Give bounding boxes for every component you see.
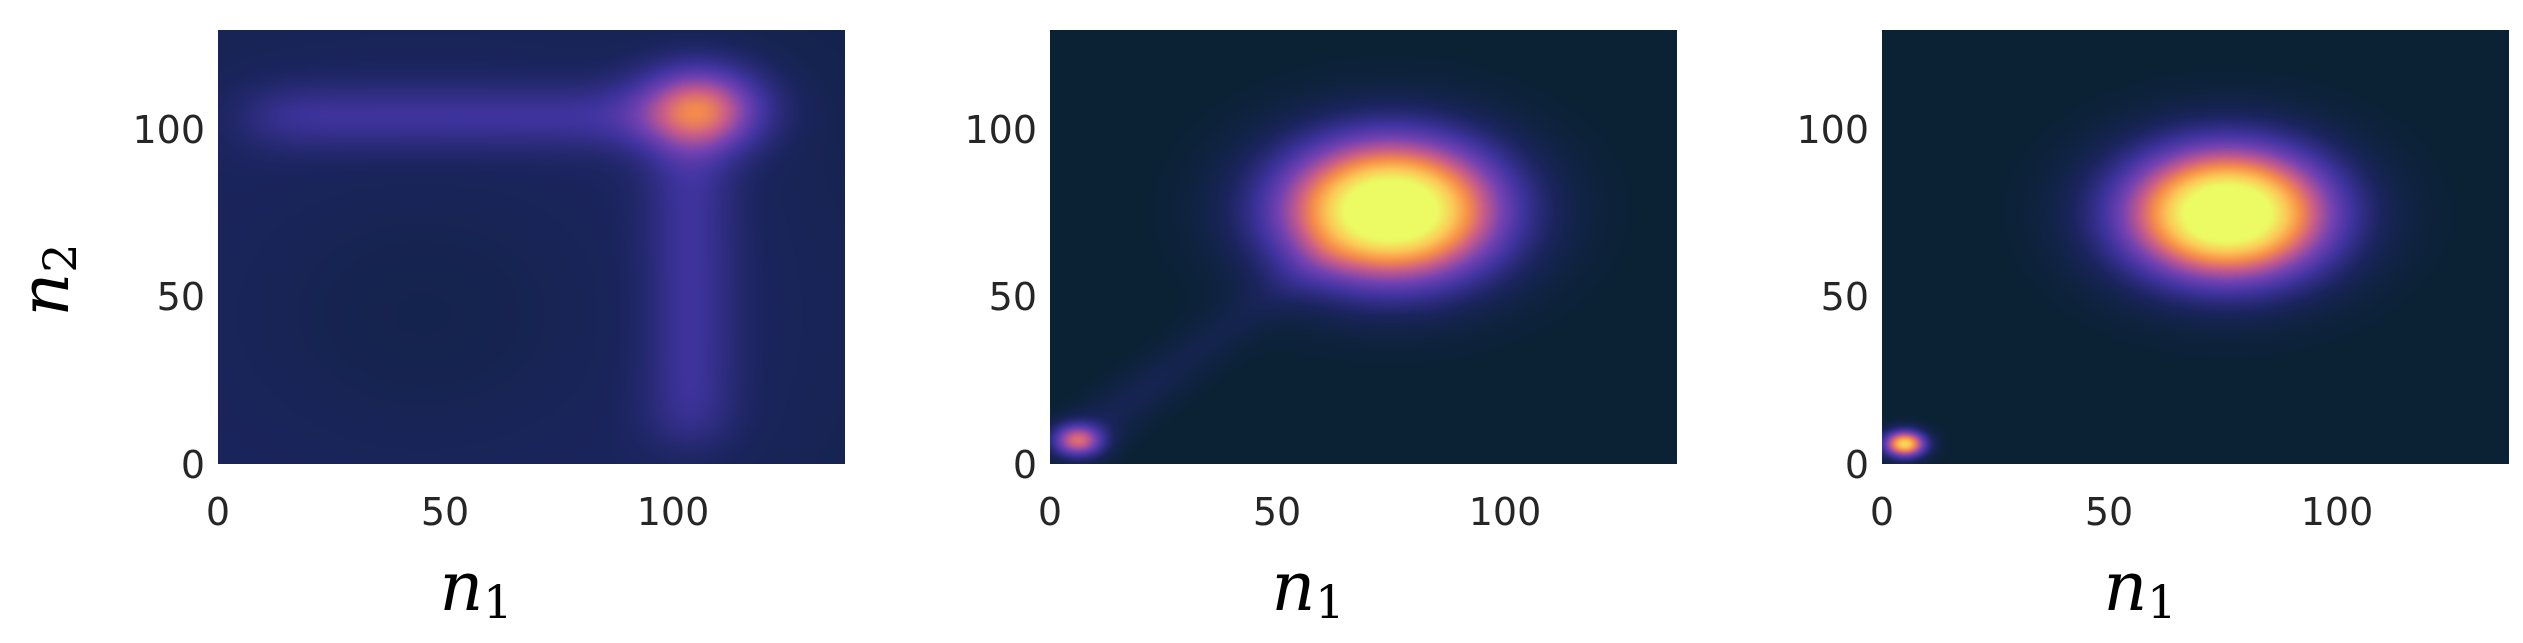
xlabel-left: n1 [439, 548, 512, 629]
ytick-center-100: 100 [964, 108, 1037, 152]
ytick-left-100: 100 [132, 108, 205, 152]
ytick-center-0: 0 [1013, 443, 1037, 487]
xtick-left-0: 0 [206, 490, 230, 534]
ytick-center-50: 50 [989, 275, 1037, 319]
ytick-left-0: 0 [181, 443, 205, 487]
xtick-left-100: 100 [637, 490, 710, 534]
xtick-center-100: 100 [1469, 490, 1542, 534]
ytick-right-50: 50 [1821, 275, 1869, 319]
panel-center: 0 50 100 0 50 100 n1 [964, 30, 1677, 629]
xlabel-right: n1 [2103, 548, 2176, 629]
xlabel-center: n1 [1271, 548, 1344, 629]
ytick-left-50: 50 [157, 275, 205, 319]
panel-left: 0 50 100 0 50 100 n1 n2 [6, 30, 845, 629]
xtick-right-0: 0 [1870, 490, 1894, 534]
xtick-center-0: 0 [1038, 490, 1062, 534]
xtick-right-100: 100 [2301, 490, 2374, 534]
xtick-center-50: 50 [1253, 490, 1301, 534]
heatmap-right [1882, 30, 2509, 464]
ytick-right-100: 100 [1796, 108, 1869, 152]
panel-right: 0 50 100 0 50 100 n1 [1796, 30, 2509, 629]
xtick-right-50: 50 [2085, 490, 2133, 534]
heatmap-center [1050, 30, 1677, 464]
ylabel-left: n2 [6, 243, 87, 316]
heatmap-left [218, 30, 845, 464]
ytick-right-0: 0 [1845, 443, 1869, 487]
xtick-left-50: 50 [421, 490, 469, 534]
